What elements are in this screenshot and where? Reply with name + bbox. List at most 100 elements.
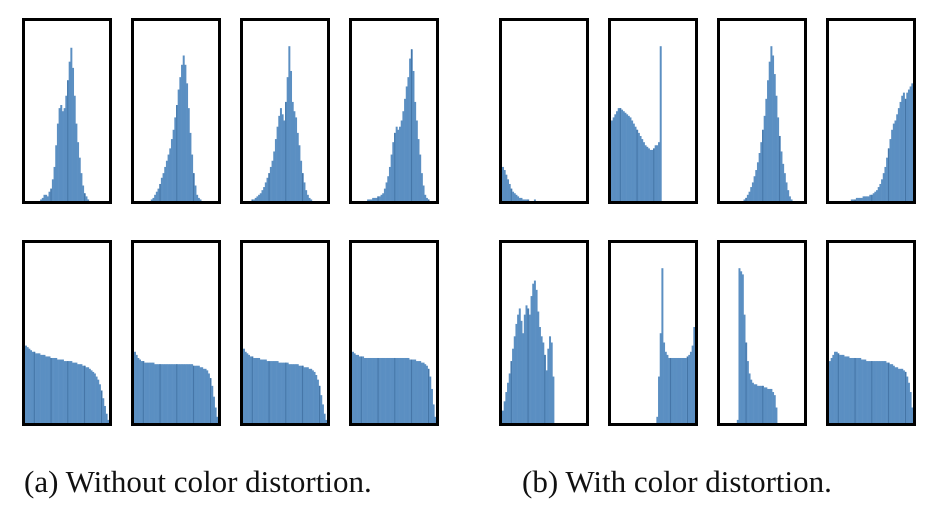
histogram-bar bbox=[184, 64, 187, 201]
histogram-panel-a-bottom-1 bbox=[22, 240, 112, 426]
histogram-bar bbox=[405, 86, 408, 201]
histogram-bar bbox=[641, 139, 644, 201]
histogram-bar bbox=[392, 357, 395, 423]
histogram-bar bbox=[372, 197, 375, 201]
histogram-bar bbox=[383, 357, 386, 423]
histogram-bar bbox=[679, 357, 682, 423]
histogram-bar bbox=[48, 356, 51, 423]
histogram-bar bbox=[186, 364, 189, 423]
histogram-bar bbox=[45, 356, 48, 423]
histogram-bar bbox=[281, 362, 284, 423]
histogram-bar bbox=[859, 197, 862, 201]
histogram-bar bbox=[402, 357, 405, 423]
histogram-bar bbox=[160, 177, 163, 201]
histogram-bar bbox=[755, 384, 758, 423]
histogram-bar bbox=[523, 314, 526, 423]
histogram-panel-a-bottom-4 bbox=[349, 240, 439, 426]
histogram-bar bbox=[181, 364, 184, 423]
histogram-bar bbox=[182, 364, 185, 423]
histogram-bar bbox=[303, 182, 306, 201]
histogram-bar bbox=[53, 166, 56, 201]
histogram-bar bbox=[656, 145, 659, 201]
histogram-panel-b-bottom-2 bbox=[608, 240, 698, 426]
histogram-bar bbox=[385, 357, 388, 423]
histogram-bar bbox=[28, 348, 31, 423]
histogram-bar bbox=[155, 364, 158, 423]
histogram-bar bbox=[25, 345, 27, 423]
histogram-bar bbox=[395, 126, 398, 201]
histogram-bar bbox=[254, 357, 257, 423]
histogram-bar bbox=[323, 413, 326, 423]
histogram-bar bbox=[512, 191, 515, 201]
histogram-bar bbox=[872, 361, 875, 423]
histogram-bar bbox=[414, 359, 417, 423]
histogram-bar bbox=[169, 148, 172, 201]
histogram-bar bbox=[139, 359, 142, 423]
histogram-bar bbox=[187, 364, 190, 423]
histogram-bar bbox=[409, 58, 412, 201]
histogram-bar bbox=[547, 348, 550, 423]
histogram-bar bbox=[288, 364, 291, 423]
histogram-bar bbox=[414, 101, 417, 201]
histogram-bar bbox=[899, 101, 902, 201]
histogram-bar bbox=[135, 354, 138, 423]
histogram-bar bbox=[502, 410, 504, 423]
histogram-bar bbox=[375, 357, 378, 423]
histogram-bar bbox=[896, 367, 899, 423]
histogram-bar bbox=[177, 89, 180, 201]
histogram-bar bbox=[763, 387, 766, 423]
histogram-bar bbox=[97, 379, 100, 423]
histogram-panel-b-bottom-3 bbox=[717, 240, 807, 426]
histogram-panel-a-top-2 bbox=[131, 18, 221, 204]
histogram-bar bbox=[647, 148, 650, 201]
histogram-bar bbox=[387, 357, 390, 423]
histogram-bar bbox=[756, 162, 759, 201]
histogram-bar bbox=[852, 199, 855, 201]
histogram-bar bbox=[502, 166, 504, 201]
histogram-bar bbox=[311, 370, 314, 423]
histogram-bar bbox=[429, 376, 432, 423]
histogram-bar bbox=[380, 357, 383, 423]
histogram-bar bbox=[889, 139, 892, 201]
histogram-bar bbox=[758, 153, 761, 201]
histogram-bar bbox=[90, 370, 93, 423]
histogram-bar bbox=[859, 357, 862, 423]
histogram-bar bbox=[550, 342, 553, 423]
histogram-bar bbox=[206, 370, 209, 423]
histogram-bar bbox=[98, 384, 101, 423]
histogram-bar bbox=[77, 364, 80, 423]
histogram-bar bbox=[367, 199, 370, 201]
histogram-bar bbox=[869, 194, 872, 201]
histogram-bar bbox=[246, 353, 249, 423]
histogram-bar bbox=[249, 356, 252, 423]
panel-frame bbox=[131, 240, 221, 426]
histogram-bar bbox=[419, 154, 422, 201]
histogram-bar bbox=[530, 296, 533, 423]
histogram-bar bbox=[788, 196, 791, 201]
histogram-bar bbox=[82, 185, 85, 201]
histogram-bar bbox=[881, 361, 884, 423]
histogram-bar bbox=[207, 373, 210, 423]
histogram-bar bbox=[56, 359, 59, 423]
histogram-bar bbox=[738, 268, 741, 423]
histogram-bar bbox=[877, 361, 880, 423]
histogram-bar bbox=[790, 199, 793, 201]
histogram-bar bbox=[909, 86, 912, 201]
histogram-bar bbox=[256, 357, 259, 423]
histogram-bar bbox=[300, 160, 303, 201]
histogram-bar bbox=[281, 114, 284, 201]
histogram-bar bbox=[432, 404, 435, 423]
histogram-bar bbox=[87, 199, 90, 201]
histogram-bar bbox=[656, 416, 659, 423]
histogram-bar bbox=[157, 364, 160, 423]
histogram-bar bbox=[58, 359, 61, 423]
histogram-bar bbox=[155, 191, 158, 201]
histogram-bar bbox=[668, 357, 671, 423]
histogram-bar bbox=[308, 197, 311, 201]
histogram-panel-b-bottom-1 bbox=[499, 240, 589, 426]
panel-frame bbox=[608, 240, 698, 426]
histogram-bar bbox=[415, 120, 418, 201]
histogram-bar bbox=[538, 327, 541, 423]
histogram-bar bbox=[352, 351, 354, 423]
